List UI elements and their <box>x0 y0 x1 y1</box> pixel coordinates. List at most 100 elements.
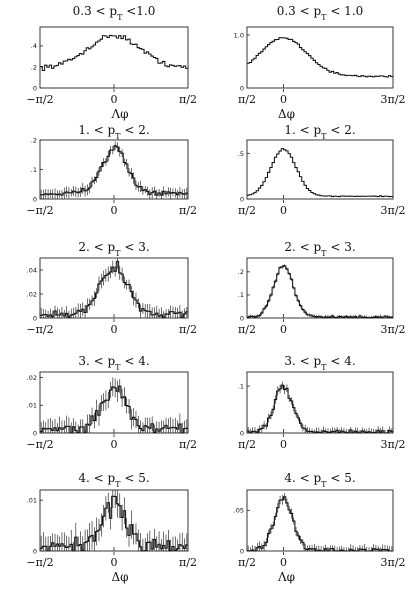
x-tick-label: π/2 <box>238 204 256 217</box>
title-pre: 1. < p <box>284 123 321 137</box>
y-tick-label: .1 <box>31 166 37 174</box>
x-tick-label: π/2 <box>179 556 197 569</box>
title-sub: T <box>321 249 327 258</box>
x-tick-label: π/2 <box>238 556 256 569</box>
title-sub: T <box>115 480 121 489</box>
x-tick-label: π/2 <box>179 323 197 336</box>
plot-frame <box>246 26 394 89</box>
x-axis-label: Δφ <box>278 107 295 121</box>
x-tick-label: −π/2 <box>26 556 53 569</box>
x-tick-label: 0 <box>280 323 287 336</box>
title-pre: 3. < p <box>78 354 115 368</box>
y-tick-label: .02 <box>27 290 37 298</box>
panel-title: 2. < pT < 3. <box>284 240 355 258</box>
panel-2: 0.3 < pT < 1.001.0π/2 0 3π/2Δφ <box>234 4 406 121</box>
x-tick-label: 3π/2 <box>381 323 406 336</box>
histogram-series <box>40 385 188 434</box>
panel-title: 1. < pT < 2. <box>78 123 149 141</box>
title-pre: 1. < p <box>78 123 115 137</box>
x-tick-label: −π/2 <box>26 438 53 451</box>
panel-1: 0.3 < pT <1.00.2.4−π/2 0 π/2Λφ <box>26 4 197 121</box>
x-tick-label: 0 <box>111 556 118 569</box>
x-tick-label: 3π/2 <box>381 556 406 569</box>
x-tick-label: 0 <box>280 438 287 451</box>
x-tick-label: −π/2 <box>26 204 53 217</box>
panel-title: 0.3 < pT < 1.0 <box>277 4 364 22</box>
panel-title: 0.3 < pT <1.0 <box>73 4 156 22</box>
panel-4: 1. < pT < 2.0.5π/2 0 3π/2 <box>238 123 406 217</box>
x-tick-label: 0 <box>111 323 118 336</box>
x-axis-label: Λφ <box>110 107 128 121</box>
x-axis-label: Δφ <box>111 570 128 584</box>
x-tick-label: 0 <box>280 93 287 106</box>
y-tick-label: .5 <box>238 150 244 158</box>
title-post: < 1.0 <box>327 4 364 18</box>
y-tick-label: .4 <box>31 42 37 50</box>
y-tick-label: .1 <box>238 382 244 390</box>
title-pre: 0.3 < p <box>277 4 322 18</box>
title-pre: 3. < p <box>284 354 321 368</box>
y-tick-label: 0 <box>33 547 37 555</box>
title-pre: 4. < p <box>78 471 115 485</box>
histogram-series <box>247 37 393 78</box>
x-tick-label: −π/2 <box>26 323 53 336</box>
y-tick-label: .1 <box>238 291 244 299</box>
y-tick-label: .02 <box>27 374 37 382</box>
title-pre: 0.3 < p <box>73 4 118 18</box>
title-sub: T <box>321 13 327 22</box>
y-tick-label: .05 <box>234 507 244 515</box>
title-pre: 4. < p <box>284 471 321 485</box>
x-tick-label: π/2 <box>179 204 197 217</box>
title-post: < 3. <box>327 240 356 254</box>
panel-title: 3. < pT < 4. <box>78 354 149 372</box>
histogram-series <box>247 384 393 434</box>
title-post: < 4. <box>327 354 356 368</box>
title-sub: T <box>115 132 121 141</box>
title-post: < 5. <box>121 471 150 485</box>
panel-6: 2. < pT < 3.0.1.2π/2 0 3π/2 <box>238 240 406 336</box>
plot-frame <box>246 371 394 434</box>
y-tick-label: .2 <box>238 268 244 276</box>
x-tick-label: π/2 <box>179 93 197 106</box>
title-post: < 4. <box>121 354 150 368</box>
panel-3: 1. < pT < 2.0.1.2−π/2 0 π/2 <box>26 123 197 217</box>
x-tick-label: 3π/2 <box>381 93 406 106</box>
histogram-series <box>40 145 188 196</box>
y-tick-label: .01 <box>27 496 37 504</box>
y-tick-label: 0 <box>240 195 244 203</box>
histogram-series <box>40 495 188 552</box>
panel-title: 3. < pT < 4. <box>284 354 355 372</box>
title-pre: 2. < p <box>284 240 321 254</box>
title-sub: T <box>115 363 121 372</box>
x-tick-label: π/2 <box>238 93 256 106</box>
title-sub: T <box>321 480 327 489</box>
histogram-series <box>40 34 188 72</box>
title-pre: 2. < p <box>78 240 115 254</box>
title-sub: T <box>117 13 123 22</box>
histogram-series <box>247 265 393 319</box>
plot-frame <box>246 257 394 319</box>
x-axis-label: Λφ <box>277 570 295 584</box>
x-tick-label: 0 <box>280 556 287 569</box>
plot-frame <box>246 489 394 552</box>
y-tick-label: 0 <box>33 84 37 92</box>
y-tick-label: .01 <box>27 402 37 410</box>
x-tick-label: 3π/2 <box>381 438 406 451</box>
panel-title: 4. < pT < 5. <box>78 471 149 489</box>
x-tick-label: 3π/2 <box>381 204 406 217</box>
x-tick-label: 0 <box>111 438 118 451</box>
x-tick-label: π/2 <box>238 323 256 336</box>
y-tick-label: 0 <box>240 429 244 437</box>
panel-10: 4. < pT < 5.0.05π/2 0 3π/2Λφ <box>234 471 406 584</box>
y-tick-label: 0 <box>33 429 37 437</box>
title-post: < 2. <box>121 123 150 137</box>
panel-5: 2. < pT < 3.0.02.04−π/2 0 π/2 <box>26 240 197 336</box>
x-tick-label: 0 <box>111 204 118 217</box>
x-tick-label: π/2 <box>179 438 197 451</box>
y-tick-label: .04 <box>27 266 37 274</box>
histogram-series <box>247 496 393 552</box>
plot-frame <box>246 139 394 200</box>
panel-title: 2. < pT < 3. <box>78 240 149 258</box>
title-post: < 3. <box>121 240 150 254</box>
x-tick-label: 0 <box>111 93 118 106</box>
